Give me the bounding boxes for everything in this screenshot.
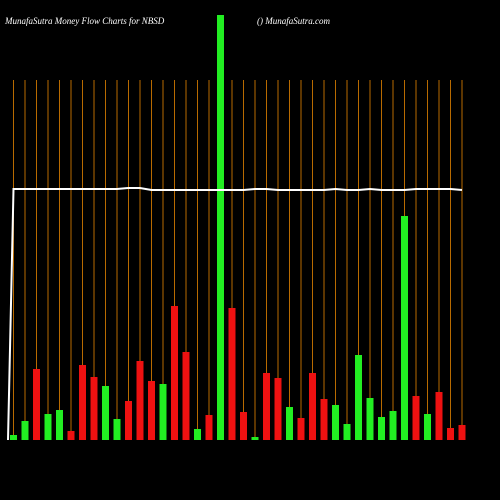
bar bbox=[412, 396, 420, 440]
bar bbox=[33, 369, 40, 440]
bar bbox=[136, 361, 144, 440]
bar bbox=[447, 428, 454, 440]
bar bbox=[320, 399, 328, 440]
bar bbox=[343, 424, 351, 440]
bar bbox=[159, 384, 167, 440]
bar bbox=[182, 352, 190, 440]
bar bbox=[297, 418, 305, 440]
bar bbox=[401, 216, 408, 440]
bar bbox=[205, 415, 213, 440]
bar bbox=[56, 410, 63, 440]
bar bbox=[355, 355, 362, 440]
bar bbox=[389, 411, 397, 440]
bar bbox=[148, 381, 155, 440]
bar bbox=[217, 15, 224, 440]
bar bbox=[171, 306, 178, 440]
bar bbox=[21, 421, 29, 440]
bar bbox=[263, 373, 270, 440]
bar bbox=[79, 365, 86, 440]
bar bbox=[113, 419, 121, 440]
bar bbox=[102, 386, 109, 440]
bar bbox=[251, 437, 259, 440]
bar bbox=[274, 378, 282, 440]
chart-title: MunafaSutra Money Flow Charts for NBSD bbox=[4, 16, 165, 26]
bar bbox=[240, 412, 247, 440]
bar bbox=[309, 373, 316, 440]
bar bbox=[458, 425, 466, 440]
bar bbox=[90, 377, 98, 440]
bar bbox=[435, 392, 443, 440]
bar bbox=[286, 407, 293, 440]
bar bbox=[332, 405, 339, 440]
bar bbox=[67, 431, 75, 440]
bar bbox=[378, 417, 385, 440]
chart-subtitle: () MunafaSutra.com bbox=[257, 16, 330, 26]
bar bbox=[125, 401, 132, 440]
bar bbox=[228, 308, 236, 440]
bar bbox=[44, 414, 52, 440]
bar bbox=[424, 414, 431, 440]
bar bbox=[194, 429, 201, 440]
money-flow-line bbox=[7, 187, 463, 441]
bar bbox=[10, 435, 17, 440]
bar bbox=[366, 398, 374, 440]
